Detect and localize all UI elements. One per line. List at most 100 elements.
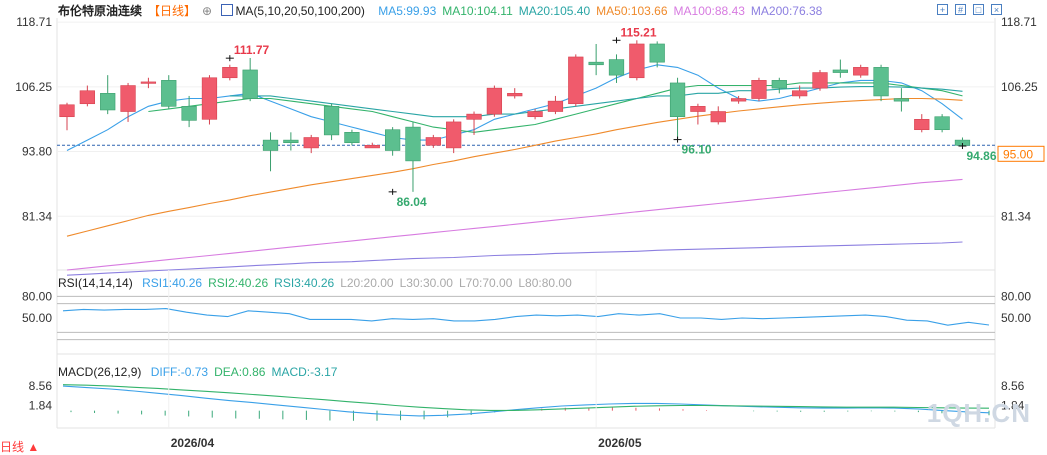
annotation-label-2: 115.21: [620, 25, 656, 39]
macd-dea-line: [62, 384, 990, 411]
candle-body-40: [873, 67, 889, 97]
macd-tick-left-1: 1.84: [29, 398, 53, 412]
ma-label: MA(5,10,20,50,100,200): [235, 4, 365, 18]
instrument-title: 布伦特原油连续: [58, 4, 143, 18]
rsi-tick-left-1: 50.00: [22, 311, 52, 325]
rsi-value-4: L30:30.00: [399, 276, 453, 290]
candle-body-8: [222, 67, 238, 79]
rsi-value-0: RSI1:40.26: [142, 276, 203, 290]
candle-body-28: [629, 43, 645, 79]
rsi-values: RSI1:40.26 RSI2:40.26 RSI3:40.26 L20:20.00 L…: [142, 276, 578, 290]
candle-body-20: [466, 113, 482, 120]
rsi-tick-right-1: 50.00: [1001, 311, 1031, 325]
ma-value-1: MA10:104.11: [442, 4, 513, 18]
candle-body-10: [262, 139, 279, 151]
period-settings-icon[interactable]: ⊕: [202, 4, 213, 18]
candle-body-27: [608, 59, 625, 76]
macd-value-2: MACD:-3.17: [271, 365, 338, 379]
current-price-tag-box: [997, 145, 1045, 162]
main-y-tick-right-1: 106.25: [1001, 80, 1038, 94]
candle-body-0: [59, 104, 75, 118]
candle-body-13: [323, 106, 340, 136]
rsi-tick-right-0: 80.00: [1001, 289, 1031, 303]
period-switch[interactable]: 日线 ▲: [0, 440, 40, 454]
macd-header: MACD(26,12,9) DIFF:-0.73 DEA:0.86 MACD:-3.…: [58, 365, 343, 379]
candle-body-29: [649, 43, 665, 63]
candle-body-5: [161, 80, 177, 107]
period-label[interactable]: 【日线】: [148, 4, 197, 18]
rsi-value-1: RSI2:40.26: [208, 276, 269, 290]
candle-body-21: [486, 87, 503, 115]
expand-icon[interactable]: +: [937, 4, 948, 15]
candle-body-26: [588, 61, 604, 66]
macd-tick-right-1: 1.84: [1001, 398, 1025, 412]
expand-all-icon[interactable]: #: [955, 4, 966, 15]
candle-body-9: [242, 69, 258, 99]
ma-line-MA50: [66, 97, 963, 237]
rsi-tick-left-0: 80.00: [22, 289, 52, 303]
candle-body-30: [669, 82, 686, 118]
main-y-tick-left-2: 93.80: [22, 145, 52, 159]
macd-diff-line: [62, 385, 990, 417]
main-y-tick-right-0: 118.71: [1001, 15, 1037, 29]
rsi-value-5: L70:70.00: [458, 276, 513, 290]
candle-body-39: [853, 67, 869, 76]
macd-value-1: DEA:0.86: [214, 365, 266, 379]
close-icon[interactable]: ×: [991, 4, 1002, 15]
candle-body-7: [201, 77, 218, 120]
annotation-label-0: 111.77: [234, 43, 270, 57]
candle-body-38: [832, 69, 848, 73]
candle-body-37: [812, 72, 828, 89]
candle-body-25: [568, 56, 584, 105]
macd-tick-right-0: 8.56: [1001, 379, 1025, 393]
candle-body-14: [344, 132, 360, 144]
candle-body-33: [730, 98, 747, 102]
main-y-tick-left-1: 106.25: [15, 80, 52, 94]
candle-body-35: [771, 80, 787, 89]
rsi-value-3: L20:20.00: [340, 276, 394, 290]
ma-value-3: MA50:103.66: [596, 4, 668, 18]
x-label-0: 2026/04: [171, 436, 215, 450]
candle-body-32: [710, 111, 726, 123]
candle-body-12: [303, 137, 319, 149]
zoom-icon[interactable]: □: [973, 4, 984, 15]
candle-body-22: [507, 93, 523, 97]
rsi-line: [62, 308, 990, 326]
candle-body-17: [405, 126, 421, 162]
ma-line-MA20: [229, 86, 963, 118]
candle-body-19: [446, 121, 462, 149]
candle-body-11: [283, 139, 299, 144]
ma-toggle-icon[interactable]: [221, 4, 234, 16]
x-label-1: 2026/05: [598, 436, 642, 450]
annotation-label-4: 94.86: [966, 149, 996, 163]
macd-tick-left-0: 8.56: [29, 379, 53, 393]
candle-body-4: [140, 81, 157, 84]
annotation-label-1: 86.04: [397, 195, 427, 209]
candle-body-42: [914, 119, 930, 131]
rsi-header: RSI(14,14,14) RSI1:40.26 RSI2:40.26 RSI3:4…: [58, 276, 578, 290]
ma-value-4: MA100:88.43: [673, 4, 745, 18]
ma-values: MA5:99.93 MA10:104.11 MA20:105.40 MA50:103.…: [378, 4, 828, 18]
macd-label: MACD(26,12,9): [58, 365, 142, 379]
macd-value-0: DIFF:-0.73: [150, 365, 209, 379]
rsi-value-2: RSI3:40.26: [274, 276, 335, 290]
annotation-label-3: 96.10: [682, 143, 712, 157]
ma-line-MA200: [66, 241, 963, 276]
main-header: 布伦特原油连续 【日线】 ⊕ MA(5,10,20,50,100,200) MA5:…: [58, 4, 828, 18]
candle-body-36: [792, 90, 808, 97]
ma-value-0: MA5:99.93: [378, 4, 437, 18]
candle-body-2: [100, 93, 116, 111]
current-price-tag: 95.00: [1003, 147, 1033, 161]
main-y-tick-left-0: 118.71: [16, 15, 52, 29]
candle-body-18: [425, 137, 441, 146]
main-y-tick-left-3: 81.34: [22, 209, 52, 223]
candle-body-34: [751, 80, 767, 99]
candle-body-41: [893, 98, 910, 102]
main-y-tick-right-3: 81.34: [1001, 209, 1031, 223]
ma-value-5: MA200:76.38: [750, 4, 823, 18]
candle-body-24: [547, 100, 564, 112]
ma-line-MA5: [66, 64, 963, 151]
candle-body-1: [79, 90, 95, 105]
